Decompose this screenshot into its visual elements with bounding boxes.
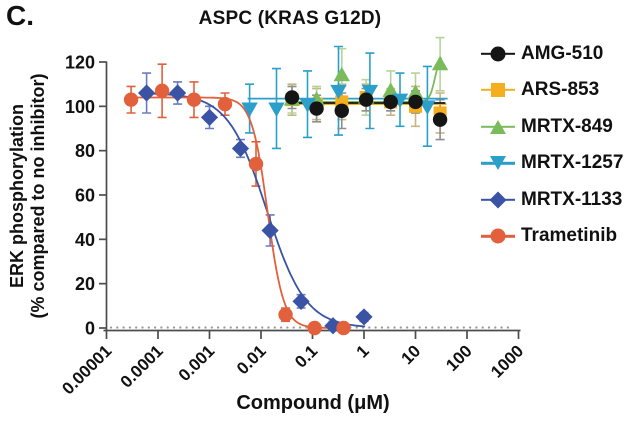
y-tick-label: 100 <box>65 97 95 117</box>
x-tick-label: 0.001 <box>175 341 219 385</box>
x-tick-label: 100 <box>442 341 475 374</box>
legend-item-MRTX-1133: MRTX-1133 <box>481 188 623 211</box>
diamond-marker-icon <box>481 188 515 211</box>
chart-title: ASPC (KRAS G12D) <box>198 8 382 29</box>
circle-marker-icon <box>481 42 515 65</box>
legend-label: AMG-510 <box>521 42 604 64</box>
error-bars <box>126 36 445 331</box>
y-tick-label: 60 <box>75 185 95 205</box>
y-axis-label-line1: ERK phosphorylation <box>7 104 27 288</box>
series-MRTX-1133 <box>137 84 373 335</box>
legend-label: MRTX-1133 <box>521 188 623 210</box>
data-points <box>123 55 449 336</box>
x-tick-label: 1000 <box>487 341 527 381</box>
legend-item-AMG-510: AMG-510 <box>481 42 623 65</box>
series-MRTX-1257 <box>241 84 436 118</box>
triangle-up-marker-icon <box>481 115 515 138</box>
legend-item-MRTX-1257: MRTX-1257 <box>481 152 623 175</box>
legend: AMG-510 ARS-853 MRTX-849 MRTX-1257 MRTX-1133… <box>481 42 623 262</box>
legend-item-MRTX-849: MRTX-849 <box>481 115 623 138</box>
y-tick-label: 40 <box>75 230 95 250</box>
x-tick-label: 0.0001 <box>117 341 167 391</box>
fit-curve-MRTX-1133 <box>146 92 366 328</box>
y-axis-label-line2: (% compared to no inhibitor) <box>28 73 48 319</box>
y-tick-label: 120 <box>65 52 95 72</box>
series-Trametinib <box>123 83 351 336</box>
y-axis-label: ERK phosphorylation (% compared to no in… <box>7 26 49 366</box>
x-tick-label: 10 <box>398 341 425 368</box>
legend-label: MRTX-1257 <box>521 152 624 174</box>
x-axis-label: Compound (μM) <box>236 392 390 414</box>
x-tick-label: 0.00001 <box>58 341 115 398</box>
x-tick-label: 0.01 <box>233 341 270 378</box>
x-tick-label: 0.1 <box>291 341 321 371</box>
x-tick-label: 1 <box>353 341 373 361</box>
legend-label: ARS-853 <box>521 79 600 101</box>
legend-item-Trametinib: Trametinib <box>481 225 623 248</box>
legend-label: Trametinib <box>521 225 618 247</box>
panel-label: C. <box>6 0 34 31</box>
series-AMG-510 <box>284 90 448 127</box>
fit-curve-Trametinib <box>129 96 345 329</box>
legend-label: MRTX-849 <box>521 115 613 137</box>
legend-item-ARS-853: ARS-853 <box>481 79 623 102</box>
y-tick-label: 20 <box>75 274 95 294</box>
square-marker-icon <box>481 79 515 102</box>
y-tick-label: 80 <box>75 141 95 161</box>
triangle-down-marker-icon <box>481 152 515 175</box>
y-tick-label: 0 <box>85 319 95 339</box>
circle-marker-icon <box>481 225 515 248</box>
